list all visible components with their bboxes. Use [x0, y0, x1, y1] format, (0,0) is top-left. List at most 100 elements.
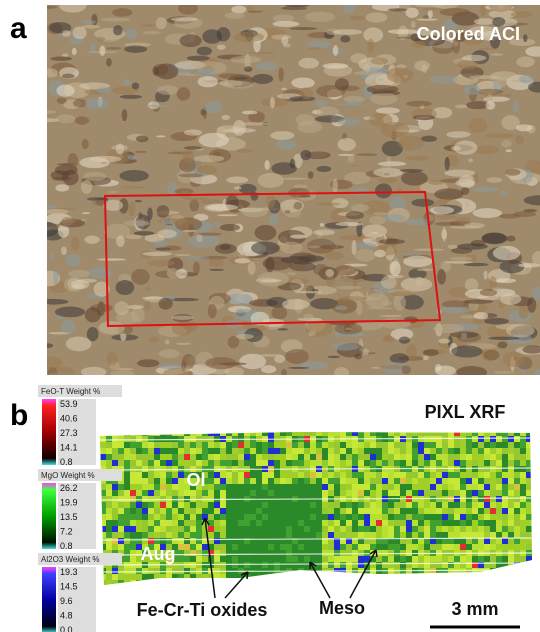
pixel: [412, 556, 418, 562]
pixel: [424, 514, 430, 520]
pixel: [232, 490, 238, 496]
texture: [298, 58, 319, 69]
pixel: [388, 490, 394, 496]
pixel: [388, 574, 394, 580]
pixel: [232, 442, 238, 448]
pixel: [532, 436, 538, 442]
pixel: [382, 490, 388, 496]
pixel: [148, 454, 154, 460]
pixel: [484, 574, 490, 580]
pixel: [304, 484, 310, 490]
pixel: [226, 484, 232, 490]
pixel: [208, 472, 214, 478]
pixel: [196, 580, 202, 586]
pixel: [424, 490, 430, 496]
pixel: [406, 580, 412, 586]
texture: [296, 114, 315, 126]
texture: [516, 56, 534, 67]
pixel: [364, 502, 370, 508]
pixel: [196, 442, 202, 448]
pixel: [472, 478, 478, 484]
pixel: [334, 448, 340, 454]
pixel: [532, 580, 538, 586]
texture: [84, 235, 99, 243]
pixel: [328, 502, 334, 508]
pixel: [340, 520, 346, 526]
pixel: [232, 478, 238, 484]
pixel: [106, 484, 112, 490]
texture: [193, 261, 200, 274]
texture: [421, 8, 444, 11]
texture: [416, 268, 434, 271]
pixel: [184, 532, 190, 538]
pixel: [268, 430, 274, 436]
texture: [451, 345, 482, 357]
pixel: [232, 460, 238, 466]
texture: [366, 12, 388, 22]
pixel: [304, 508, 310, 514]
pixel: [274, 508, 280, 514]
texture: [159, 349, 180, 358]
pixel: [280, 478, 286, 484]
pixel: [454, 472, 460, 478]
pixel: [328, 544, 334, 550]
texture: [156, 17, 167, 29]
pixel: [220, 550, 226, 556]
pixel: [490, 586, 496, 592]
pixel: [244, 544, 250, 550]
pixel: [382, 460, 388, 466]
texture: [403, 254, 422, 256]
pixel: [268, 472, 274, 478]
texture: [355, 242, 376, 249]
pixel: [454, 532, 460, 538]
pixel: [394, 562, 400, 568]
pixel: [334, 430, 340, 436]
pixel: [394, 520, 400, 526]
texture: [405, 218, 430, 225]
texture: [278, 68, 283, 82]
pixel: [100, 580, 106, 586]
pixel: [316, 586, 322, 592]
pixel: [520, 544, 526, 550]
pixel: [352, 508, 358, 514]
pixel: [514, 586, 520, 592]
pixel: [424, 502, 430, 508]
pixel: [244, 550, 250, 556]
pixel: [160, 460, 166, 466]
pixel: [304, 460, 310, 466]
pixel: [214, 526, 220, 532]
pixel: [292, 532, 298, 538]
texture: [455, 179, 475, 187]
pixel: [352, 562, 358, 568]
texture: [183, 149, 194, 164]
pixel: [418, 442, 424, 448]
texture: [277, 328, 288, 330]
pixel: [190, 442, 196, 448]
pixel: [352, 478, 358, 484]
pixel: [520, 538, 526, 544]
pixel: [436, 508, 442, 514]
pixel: [490, 580, 496, 586]
pixel: [532, 496, 538, 502]
pixel: [340, 544, 346, 550]
pixel: [334, 472, 340, 478]
texture: [325, 252, 344, 261]
pixel: [274, 454, 280, 460]
pixel: [118, 568, 124, 574]
pixel: [130, 478, 136, 484]
pixel: [448, 580, 454, 586]
pixel: [532, 472, 538, 478]
texture: [85, 307, 101, 322]
texture: [338, 118, 361, 125]
pixel: [196, 556, 202, 562]
pixel: [142, 454, 148, 460]
pixel: [238, 478, 244, 484]
texture: [322, 63, 348, 69]
texture: [375, 250, 386, 258]
texture: [144, 301, 151, 311]
pixel: [526, 478, 532, 484]
pixel: [502, 526, 508, 532]
pixel: [514, 574, 520, 580]
pixel: [514, 538, 520, 544]
pixel: [274, 562, 280, 568]
